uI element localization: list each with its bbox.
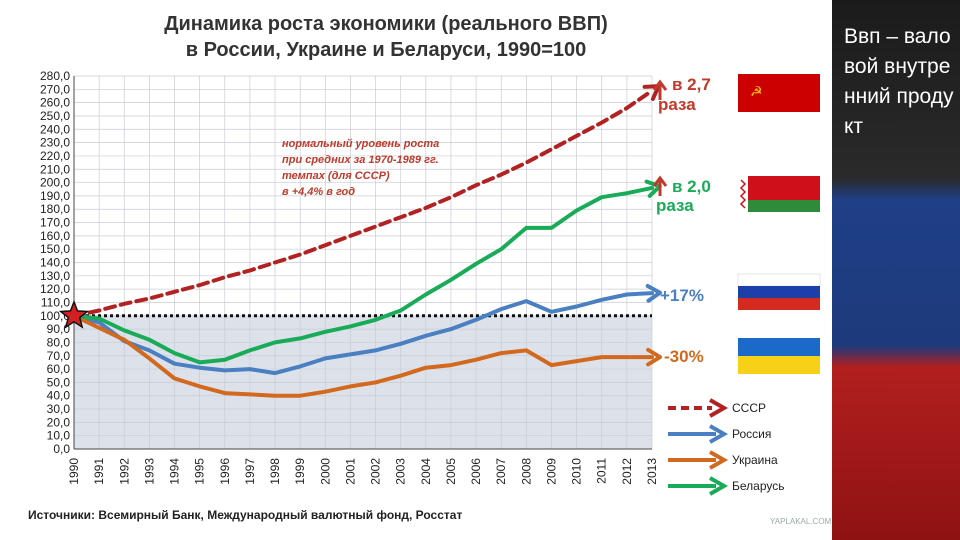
x-tick-label: 2006	[469, 458, 483, 485]
x-tick-label: 2007	[494, 458, 508, 485]
y-tick-label: 110,0	[41, 295, 70, 309]
y-tick-label: 80,0	[47, 335, 71, 349]
y-tick-label: 20,0	[47, 415, 71, 429]
gdp-chart: Динамика роста экономики (реального ВВП)…	[28, 13, 832, 526]
y-tick-label: 210,0	[40, 162, 70, 176]
side-panel: Ввп – валовой внутренний продукт	[832, 0, 960, 540]
ussr-note-line-1: нормальный уровень роста	[282, 138, 439, 150]
y-tick-label: 180,0	[40, 202, 70, 216]
y-tick-label: 250,0	[40, 109, 70, 123]
x-tick-label: 1996	[218, 458, 232, 485]
y-tick-label: 240,0	[40, 122, 70, 136]
chart-subtitle: в России, Украине и Беларуси, 1990=100	[186, 39, 587, 61]
x-tick-label: 1993	[142, 458, 156, 485]
y-tick-label: 160,0	[40, 229, 70, 243]
x-tick-label: 2009	[544, 458, 558, 485]
legend-label-belarus: Беларусь	[732, 479, 784, 493]
ukraine-growth-label: -30%	[664, 347, 704, 366]
series-line-ussr	[72, 88, 654, 318]
x-tick-label: 2002	[369, 458, 383, 485]
x-tick-label: 2001	[343, 458, 357, 485]
legend: СССР Россия Украина Беларусь	[668, 398, 784, 496]
ussr-note-line-4: в +4,4% в год	[282, 186, 355, 198]
y-tick-label: 10,0	[47, 429, 71, 443]
legend-label-russia: Россия	[732, 427, 771, 441]
star-icon	[58, 299, 90, 329]
x-tick-label: 2011	[595, 458, 609, 484]
y-tick-label: 50,0	[47, 375, 71, 389]
y-tick-label: 90,0	[47, 322, 71, 336]
russia-flag-icon	[737, 273, 821, 310]
y-tick-label: 0,0	[53, 442, 70, 456]
x-tick-label: 2005	[444, 458, 458, 485]
y-tick-label: 230,0	[40, 136, 70, 150]
up-arrow-icon	[652, 175, 668, 196]
y-tick-label: 270,0	[40, 82, 70, 96]
x-tick-label: 2000	[318, 458, 332, 485]
y-tick-label: 60,0	[47, 362, 71, 376]
up-arrow-icon	[652, 79, 668, 100]
belarus-growth-annotation: в 2,0 раза	[652, 175, 711, 215]
y-tick-label: 140,0	[40, 256, 70, 270]
russia-growth-label: +17%	[660, 286, 704, 305]
legend-label-ukraine: Украина	[732, 453, 778, 467]
y-tick-label: 130,0	[40, 269, 70, 283]
x-tick-label: 2004	[419, 458, 433, 485]
series-arrowhead-russia	[645, 284, 662, 303]
chart-panel: Динамика роста экономики (реального ВВП)…	[28, 13, 832, 526]
series-line-russia	[72, 291, 654, 376]
belarus-growth-line-1: в 2,0	[672, 177, 711, 196]
ussr-growth-line-2: раза	[658, 95, 696, 114]
watermark: YAPLAKAL.COM	[770, 517, 832, 526]
ukraine-flag-icon	[738, 338, 820, 374]
x-tick-label: 2008	[519, 458, 533, 485]
ussr-growth-annotation: в 2,7 раза	[652, 75, 711, 114]
side-panel-text: Ввп – валовой внутренний продукт	[844, 25, 954, 138]
x-tick-label: 1995	[193, 458, 207, 485]
ussr-flag-icon: ☭	[738, 74, 820, 112]
x-tick-label: 1994	[168, 458, 182, 485]
series-line-belarus	[72, 185, 654, 365]
series-line-ukraine	[72, 313, 654, 398]
x-tick-label: 1990	[67, 458, 81, 485]
y-tick-label: 70,0	[47, 349, 71, 363]
x-tick-label: 1997	[243, 458, 257, 485]
ussr-growth-line-1: в 2,7	[672, 75, 711, 94]
belarus-growth-line-2: раза	[656, 196, 694, 215]
series-arrowhead-ukraine	[646, 347, 662, 367]
y-tick-label: 150,0	[40, 242, 70, 256]
y-tick-label: 170,0	[40, 216, 70, 230]
y-tick-label: 220,0	[40, 149, 70, 163]
x-tick-label: 2003	[394, 458, 408, 485]
ussr-note-line-3: темпах (для СССР)	[282, 170, 390, 182]
svg-text:☭: ☭	[750, 84, 763, 100]
chart-title: Динамика роста экономики (реального ВВП)	[164, 13, 607, 35]
source-note: Источники: Всемирный Банк, Международный…	[28, 508, 462, 522]
ussr-note-line-2: при средних за 1970-1989 гг.	[282, 154, 439, 166]
y-tick-label: 260,0	[40, 96, 70, 110]
x-tick-label: 1992	[117, 458, 131, 485]
legend-item-russia: Россия	[668, 424, 771, 444]
y-tick-label: 280,0	[40, 69, 70, 83]
y-tick-label: 190,0	[40, 189, 70, 203]
legend-item-ussr: СССР	[668, 398, 766, 418]
y-tick-label: 200,0	[40, 176, 70, 190]
x-tick-label: 1991	[92, 458, 106, 485]
legend-item-ukraine: Украина	[668, 450, 778, 470]
x-tick-label: 2012	[620, 458, 634, 485]
y-tick-label: 120,0	[40, 282, 70, 296]
y-tick-label: 40,0	[47, 389, 71, 403]
y-tick-label: 30,0	[47, 402, 71, 416]
x-tick-label: 2010	[570, 458, 584, 485]
legend-label-ussr: СССР	[732, 401, 766, 415]
x-tick-label: 1998	[268, 458, 282, 485]
x-tick-label: 2013	[645, 458, 659, 485]
x-tick-label: 1999	[293, 458, 307, 485]
belarus-flag-icon	[738, 176, 820, 212]
plot-area: 0,010,020,030,040,050,060,070,080,090,0 1…	[40, 69, 662, 485]
legend-item-belarus: Беларусь	[668, 476, 784, 496]
